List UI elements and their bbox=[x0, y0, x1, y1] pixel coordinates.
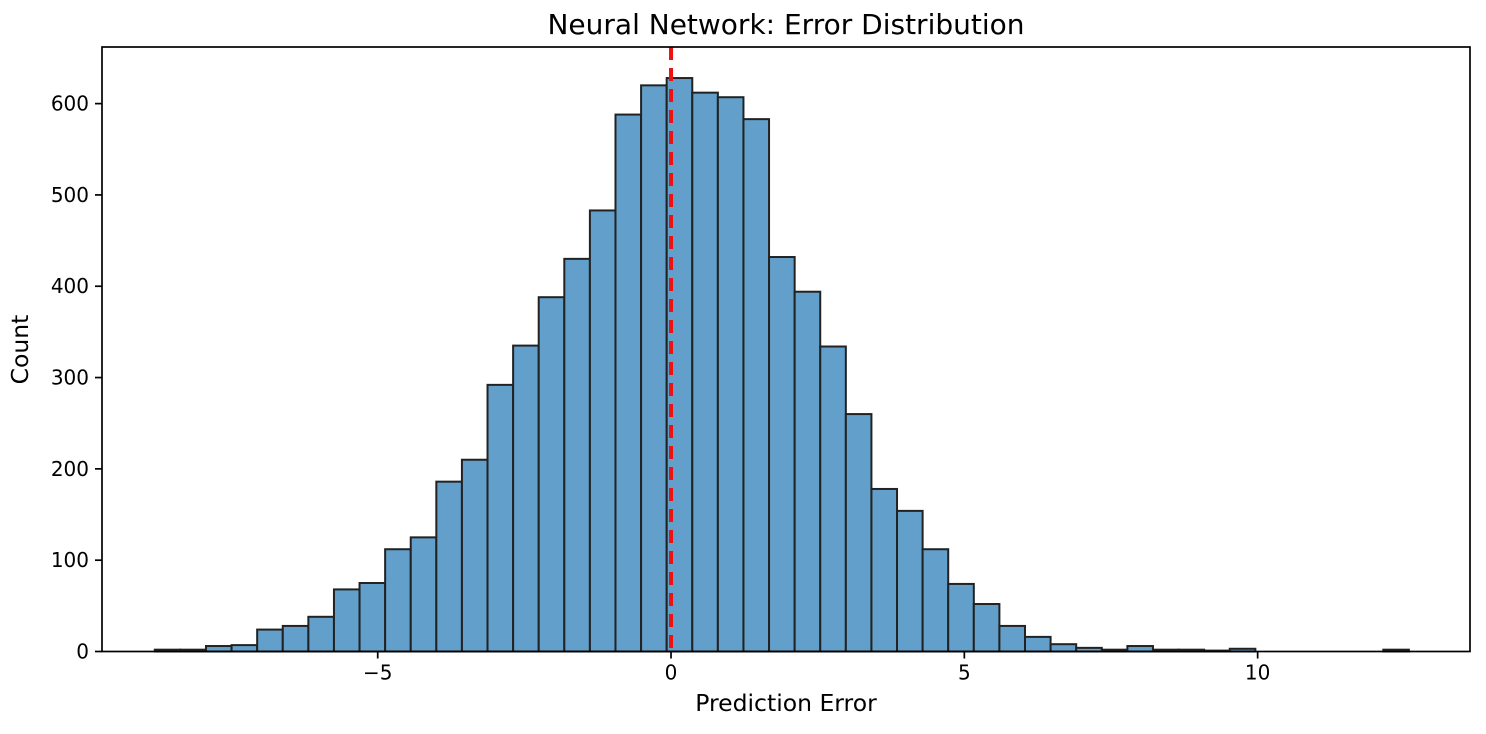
histogram-bar bbox=[409, 536, 438, 653]
histogram-bar bbox=[563, 257, 591, 653]
y-tick-label: 600 bbox=[51, 92, 89, 116]
y-tick-label: 400 bbox=[51, 274, 89, 298]
histogram-bar bbox=[819, 345, 847, 653]
histogram-bar bbox=[512, 344, 540, 653]
x-axis-ticks: −5 0 5 10 bbox=[363, 651, 1270, 685]
histogram-bar bbox=[1024, 635, 1052, 653]
y-tick-label: 100 bbox=[51, 548, 89, 572]
histogram-bar bbox=[768, 256, 796, 653]
histogram-bar bbox=[256, 628, 284, 653]
histogram-bar bbox=[358, 582, 387, 653]
y-tick-label: 500 bbox=[51, 183, 89, 207]
y-tick-label: 200 bbox=[51, 457, 89, 481]
histogram-bar bbox=[793, 290, 822, 653]
histogram-bar bbox=[640, 84, 668, 653]
histogram-bar bbox=[307, 615, 335, 653]
histogram-bar bbox=[691, 91, 719, 653]
histogram-bar bbox=[230, 644, 259, 653]
y-axis-label: Count bbox=[6, 315, 34, 385]
axes-border bbox=[101, 46, 1471, 653]
histogram-bar bbox=[486, 383, 515, 653]
histogram-bars bbox=[153, 77, 1410, 653]
histogram-bar bbox=[460, 458, 489, 653]
histogram-bar bbox=[588, 209, 617, 653]
x-tick-label: 5 bbox=[958, 661, 971, 685]
histogram-bar bbox=[870, 487, 899, 653]
histogram-bar bbox=[537, 296, 566, 653]
histogram-bar bbox=[896, 509, 924, 653]
y-tick-label: 300 bbox=[51, 366, 89, 390]
histogram-bar bbox=[844, 413, 873, 653]
histogram-bar bbox=[716, 96, 745, 653]
histogram-bar bbox=[384, 548, 412, 653]
histogram-bar bbox=[921, 548, 950, 653]
x-tick-label: 10 bbox=[1245, 661, 1270, 685]
histogram-bar bbox=[998, 624, 1026, 653]
y-axis-ticks: 0 100 200 300 400 500 600 bbox=[51, 92, 102, 664]
x-tick-label: −5 bbox=[363, 661, 392, 685]
y-tick-label: 0 bbox=[76, 640, 89, 664]
histogram-bar bbox=[947, 582, 975, 653]
histogram-bar bbox=[435, 480, 463, 653]
histogram-bar bbox=[742, 118, 771, 653]
chart-title: Neural Network: Error Distribution bbox=[547, 8, 1024, 41]
histogram-bar bbox=[332, 588, 361, 653]
histogram-bar bbox=[972, 603, 1001, 653]
histogram-bar bbox=[281, 624, 310, 653]
histogram-bar bbox=[614, 113, 643, 653]
histogram-bar bbox=[1049, 643, 1078, 653]
x-axis-label: Prediction Error bbox=[695, 689, 877, 717]
x-tick-label: 0 bbox=[665, 661, 678, 685]
